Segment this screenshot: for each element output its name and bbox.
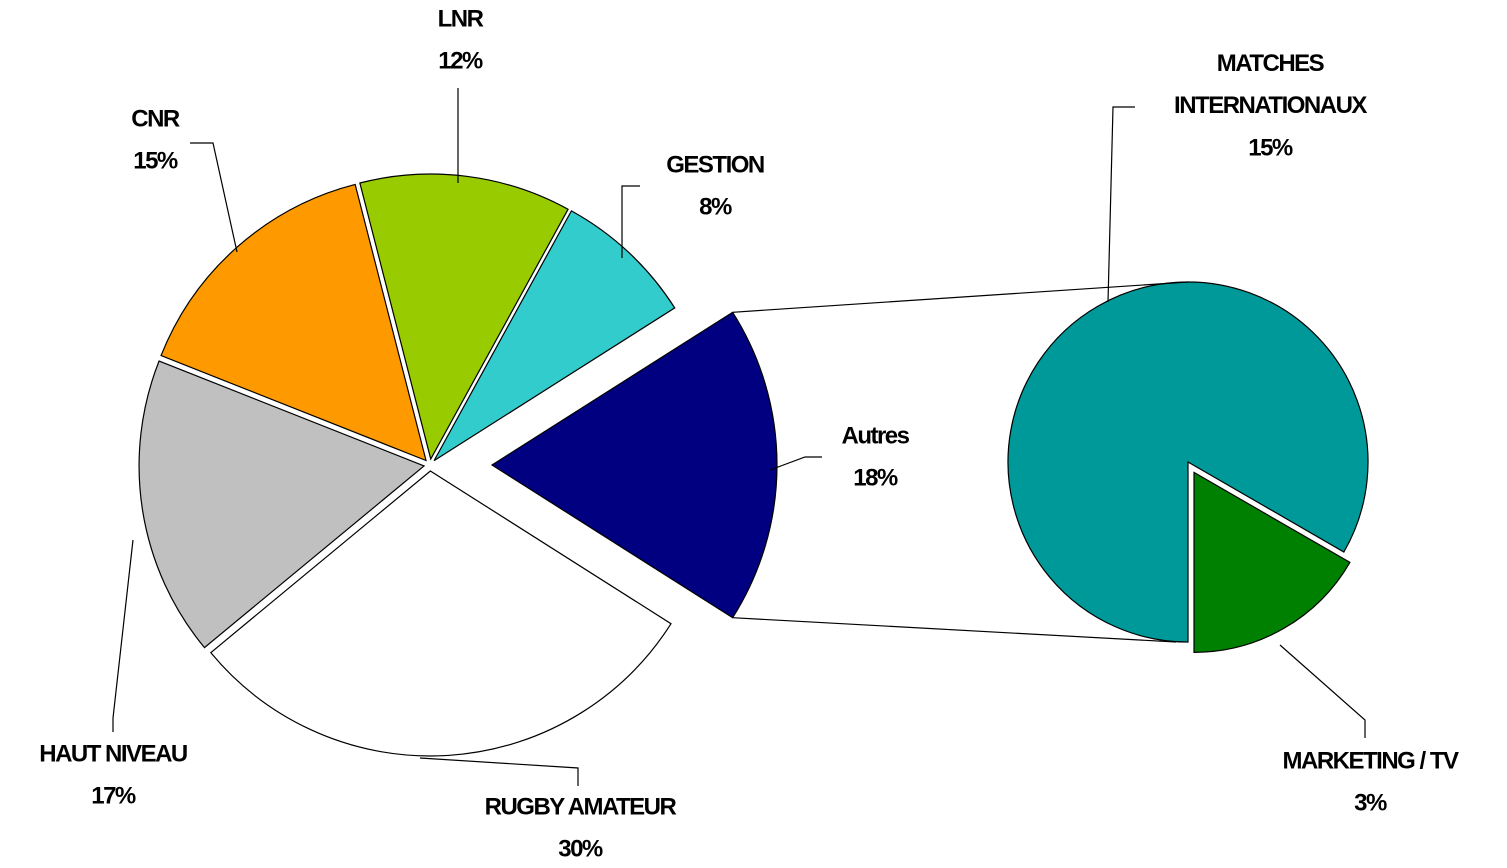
pie-slice <box>209 470 672 757</box>
category-label: Autres <box>841 422 909 449</box>
value-label: 17% <box>91 782 136 809</box>
leader-line <box>1279 644 1366 738</box>
leader-line <box>1107 106 1135 303</box>
category-label: CNR <box>131 105 180 132</box>
value-label: 30% <box>558 835 603 862</box>
leader-line <box>112 539 134 732</box>
connector-line <box>732 281 1189 313</box>
category-label: MATCHES INTERNATIONAUX <box>1174 50 1367 119</box>
pie-slice <box>1193 471 1351 653</box>
pie-slice <box>1007 281 1369 643</box>
value-label: 18% <box>853 464 898 491</box>
category-label: HAUT NIVEAU <box>39 740 187 767</box>
connector-line <box>732 617 1177 643</box>
value-label: 15% <box>133 147 178 174</box>
leader-line <box>769 456 822 471</box>
value-label: 15% <box>1248 134 1293 161</box>
pie-slice <box>160 183 427 462</box>
leader-line <box>621 185 640 258</box>
value-label: 8% <box>699 193 732 220</box>
leader-line <box>190 142 238 253</box>
category-label: MARKETING / TV <box>1283 747 1459 774</box>
category-label: LNR <box>438 5 484 32</box>
value-label: 12% <box>438 47 483 74</box>
category-label: RUGBY AMATEUR <box>485 793 677 820</box>
pie-slice <box>490 311 778 619</box>
pie-slice <box>433 210 676 462</box>
pie-slice <box>359 173 569 461</box>
pie-slice <box>138 360 426 649</box>
category-label: GESTION <box>666 151 764 178</box>
leader-line <box>419 757 579 786</box>
value-label: 3% <box>1354 789 1387 816</box>
